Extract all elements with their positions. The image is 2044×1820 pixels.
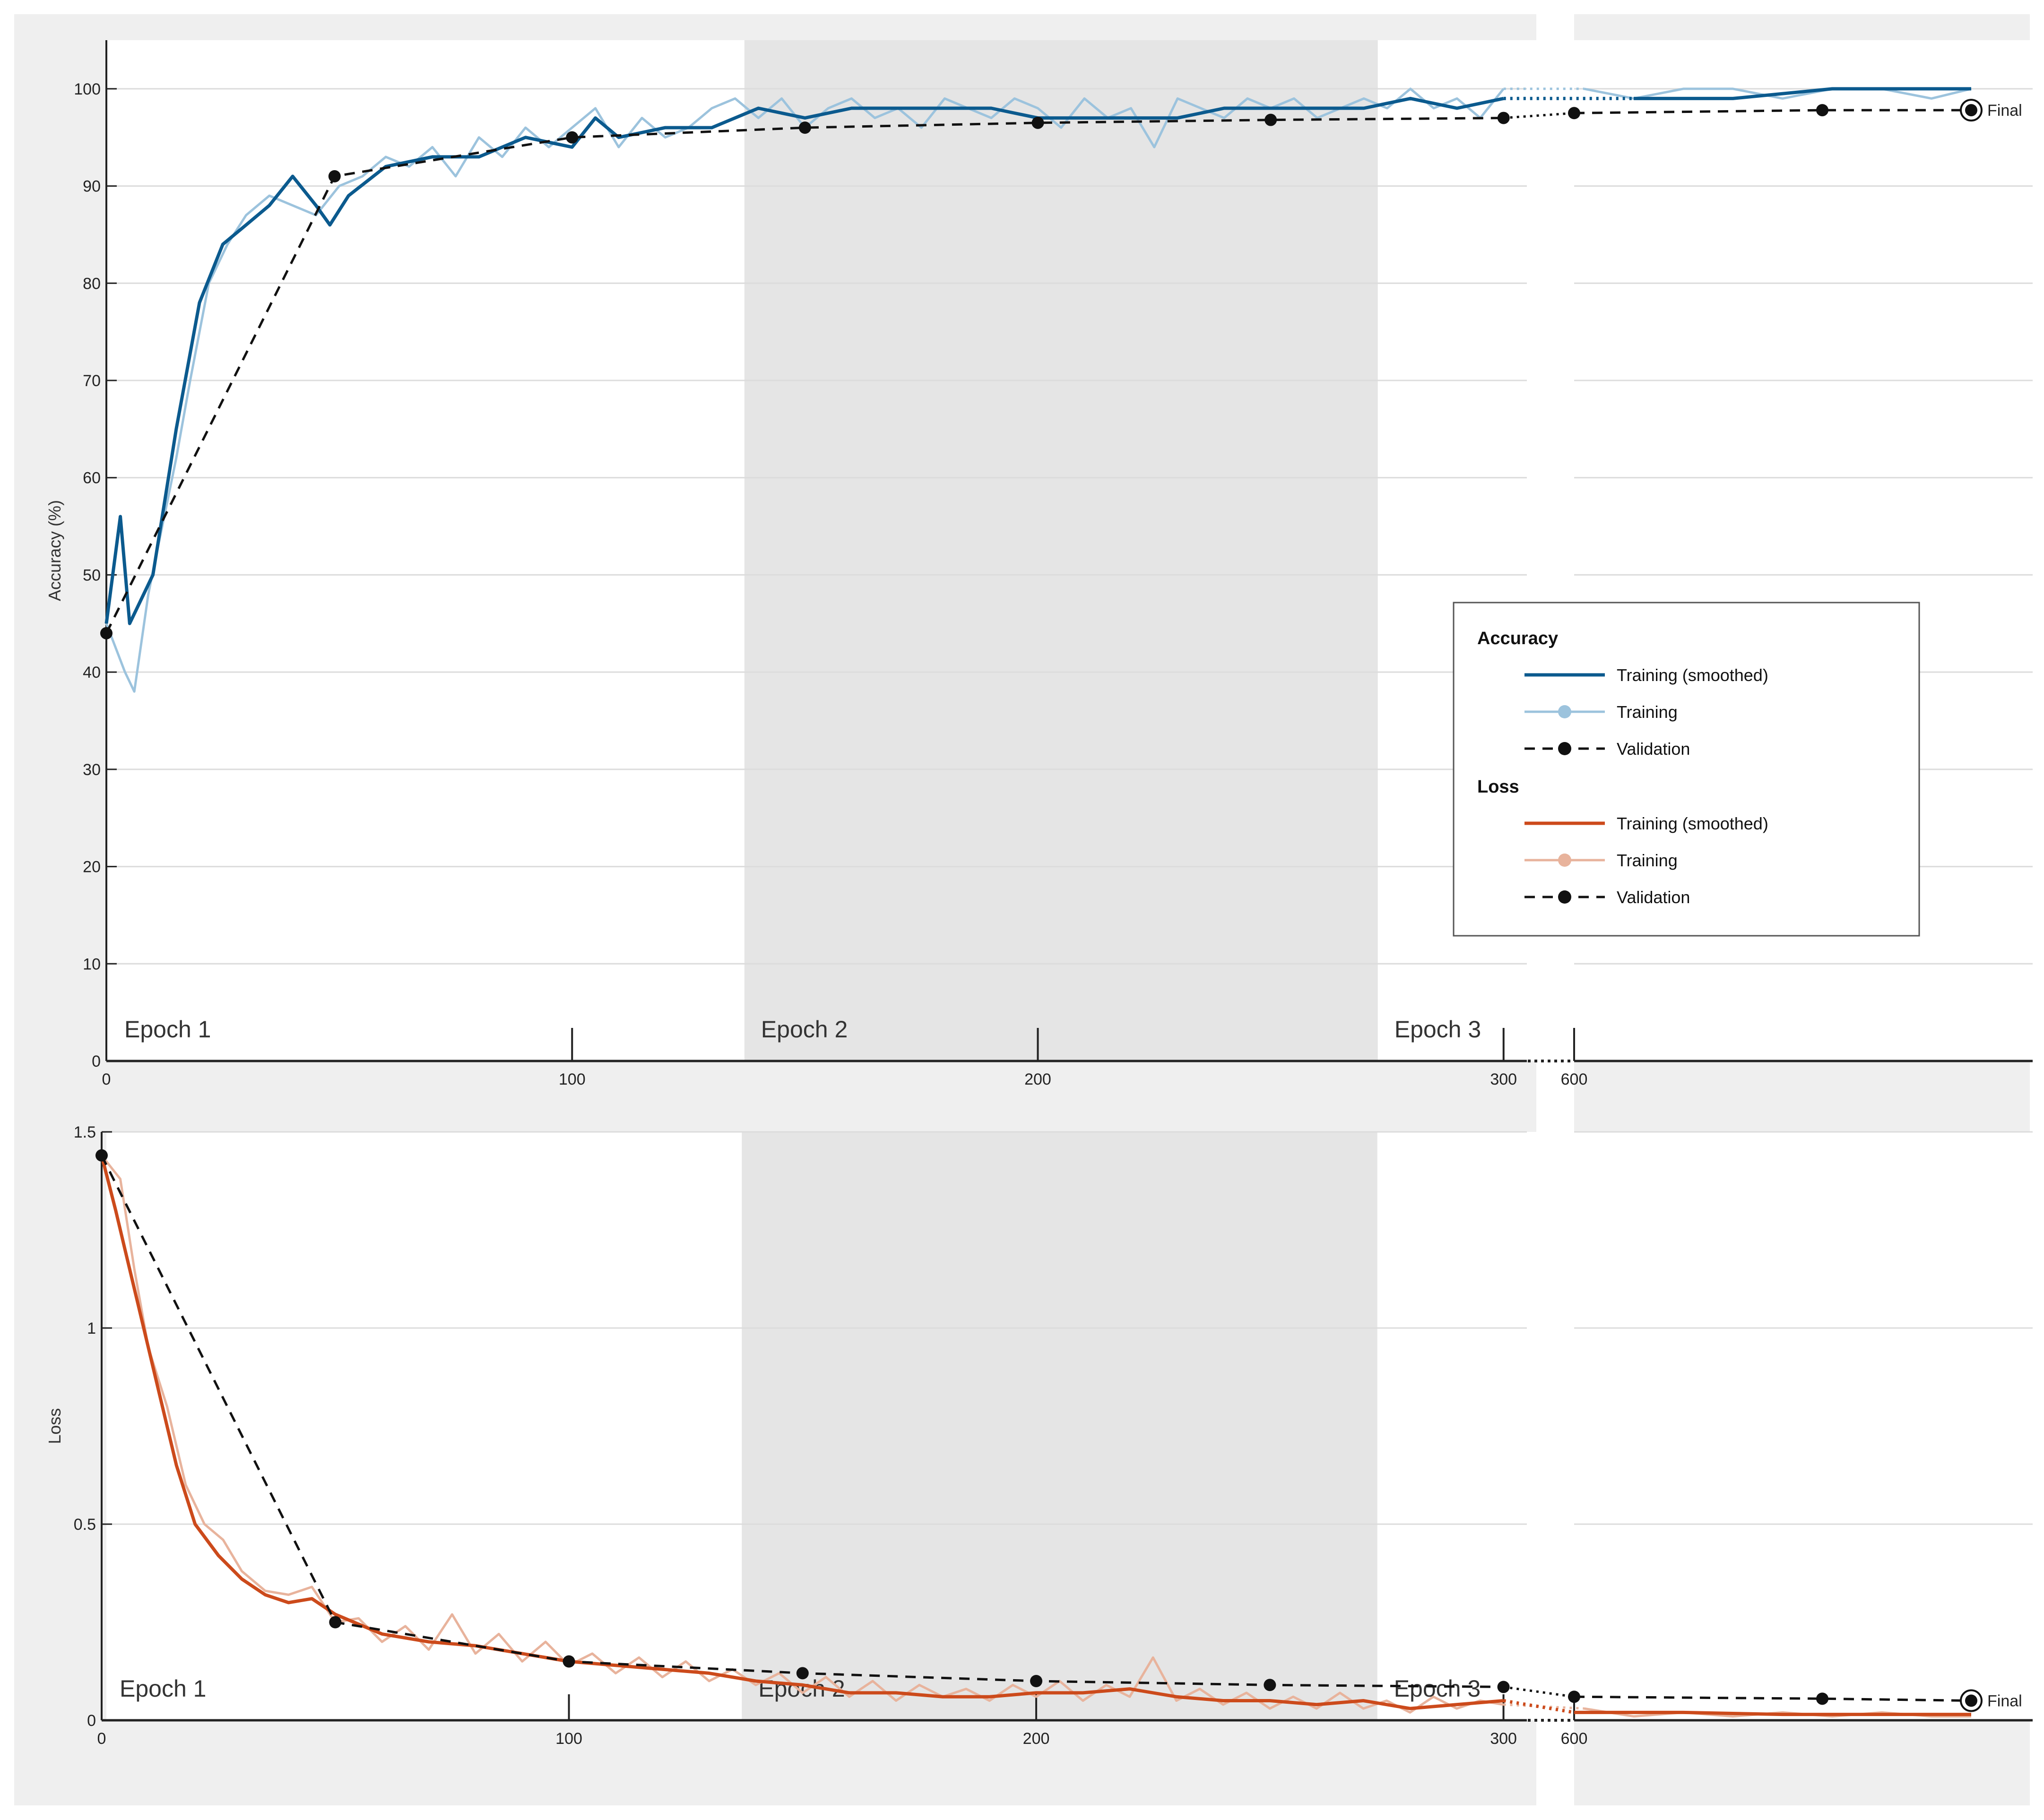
legend: Accuracy Training (smoothed) Training Vali…	[1453, 602, 1920, 937]
series-line-1-right	[1584, 87, 1972, 100]
validation-point	[1965, 104, 1977, 117]
legend-item-label: Training	[1617, 702, 1678, 722]
legend-item-label: Validation	[1617, 888, 1690, 907]
legend-item-label: Training	[1617, 851, 1678, 870]
series-line-0-left	[104, 96, 1504, 625]
legend-box	[1453, 602, 1920, 937]
validation-point	[1568, 107, 1580, 120]
y-tick-label: 10	[83, 955, 101, 973]
y-tick-label: 70	[83, 372, 101, 390]
validation-point	[100, 627, 113, 639]
final-marker	[1960, 1689, 1983, 1712]
x-tick-label: 0	[97, 1730, 106, 1748]
y-axis-title: Accuracy (%)	[45, 500, 64, 601]
y-tick-label: 50	[83, 566, 101, 584]
validation-point	[1264, 1679, 1276, 1691]
x-tick-label: 200	[1023, 1730, 1050, 1748]
series-line-2-right	[1574, 109, 1971, 114]
epoch-2-band	[744, 40, 1378, 1061]
x-tick-label: 300	[1490, 1070, 1517, 1088]
legend-swatch-dot	[1558, 890, 1571, 904]
legend-heading-accuracy: Accuracy	[1477, 629, 1558, 648]
frame-bottom-left	[14, 1720, 1536, 1805]
frame-top-left	[14, 14, 1536, 40]
axis-break-gap	[1536, 1104, 1574, 1791]
legend-item-label: Training (smoothed)	[1617, 665, 1768, 685]
final-marker	[1960, 99, 1983, 122]
validation-point	[796, 1667, 809, 1680]
series-break-link-0	[1503, 1699, 1575, 1714]
x-tick-label: 600	[1561, 1070, 1588, 1088]
y-tick-label: 100	[74, 80, 101, 98]
epoch-2-band	[742, 1132, 1377, 1720]
y-tick-label: 0.5	[74, 1516, 96, 1534]
validation-point	[798, 121, 811, 134]
x-tick-label: 200	[1024, 1070, 1051, 1088]
axis-break-gap	[1536, 12, 1574, 1132]
final-label: Final	[1987, 1692, 2022, 1710]
validation-point	[1816, 104, 1828, 117]
validation-point	[1031, 116, 1044, 129]
legend-swatch-dot	[1558, 854, 1571, 867]
legend-swatch-dot	[1558, 705, 1571, 718]
series-line-2-right	[1574, 1695, 1972, 1702]
y-tick-label: 1.5	[74, 1123, 96, 1141]
validation-point	[566, 131, 579, 144]
y-tick-label: 30	[83, 761, 101, 779]
validation-point	[1816, 1692, 1828, 1705]
y-tick-label: 90	[83, 178, 101, 196]
final-label: Final	[1987, 102, 2022, 120]
y-tick-label: 0	[92, 1052, 101, 1070]
series-line-0-left	[100, 1155, 1504, 1710]
frame-middle-right	[1574, 1061, 2030, 1132]
y-tick-label: 80	[83, 275, 101, 293]
frame-left	[14, 14, 106, 1805]
validation-point	[1568, 1691, 1580, 1703]
frame-bottom-right	[1574, 1720, 2030, 1805]
validation-point	[1497, 1681, 1510, 1693]
legend-swatch-dot	[1558, 742, 1571, 755]
series-line-0-right	[1634, 87, 1971, 100]
accuracy-plot: 0 10 20 30 40 50 60 70 80 90 100 0 100 200 300 600 Accur…	[45, 12, 2033, 1132]
x-tick-label: 600	[1561, 1730, 1588, 1748]
series-line-1-left	[101, 1155, 1504, 1714]
validation-point	[1265, 113, 1277, 126]
legend-heading-loss: Loss	[1477, 777, 1519, 797]
frame-middle-left	[14, 1061, 1536, 1132]
validation-point	[1030, 1675, 1043, 1687]
y-tick-label: 60	[83, 469, 101, 487]
y-tick-label: 1	[87, 1320, 96, 1337]
epoch-label: Epoch 1	[124, 1016, 211, 1043]
validation-point	[1965, 1694, 1977, 1707]
y-tick-label: 20	[83, 858, 101, 876]
epoch-label: Epoch 2	[761, 1016, 848, 1043]
epoch-label: Epoch 3	[1394, 1016, 1481, 1043]
validation-point	[95, 1149, 108, 1162]
series-break-link-2	[1503, 112, 1575, 120]
series-line-1-left	[105, 87, 1505, 693]
x-tick-label: 300	[1490, 1730, 1517, 1748]
x-tick-label: 0	[102, 1070, 111, 1088]
frame-top-right	[1574, 14, 2030, 40]
x-tick-label: 100	[559, 1070, 586, 1088]
series-line-0-right	[1574, 1710, 1971, 1716]
legend-item-label: Training (smoothed)	[1617, 814, 1768, 833]
validation-point	[329, 1616, 342, 1629]
y-axis-title: Loss	[45, 1408, 64, 1444]
legend-item-label: Validation	[1617, 739, 1690, 759]
y-tick-label: 0	[87, 1712, 96, 1730]
epoch-label: Epoch 1	[120, 1675, 206, 1702]
y-tick-label: 40	[83, 664, 101, 681]
validation-point	[1497, 112, 1510, 124]
x-tick-label: 100	[555, 1730, 582, 1748]
validation-point	[328, 170, 341, 182]
validation-point	[563, 1655, 575, 1668]
